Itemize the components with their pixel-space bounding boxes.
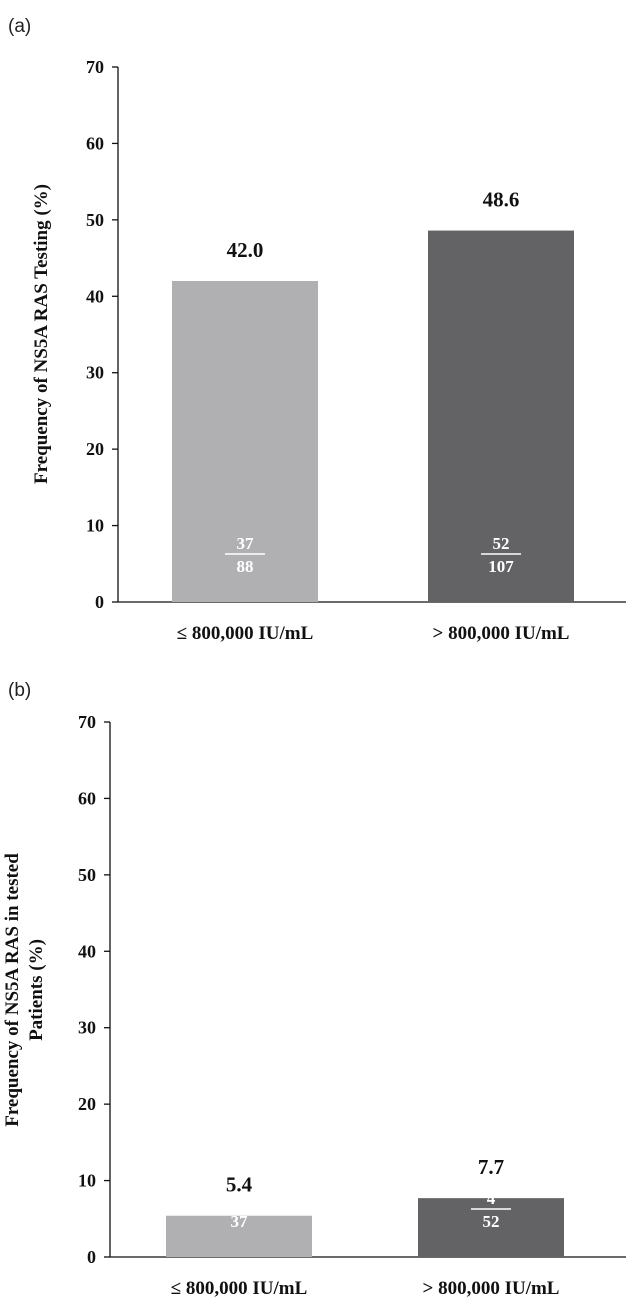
chart1-category-label-1: > 800,000 IU/mL <box>423 1278 560 1299</box>
chart0-category-label-1: > 800,000 IU/mL <box>433 623 570 644</box>
chart0-fraction-denominator-0: 88 <box>237 557 254 576</box>
chart0-y-tick-label: 10 <box>86 516 104 536</box>
chart0-bar-1 <box>428 230 574 603</box>
chart0-value-label-1: 48.6 <box>483 188 520 212</box>
chart1-y-tick-label: 0 <box>87 1247 96 1267</box>
chart0-y-tick-label: 50 <box>86 210 104 230</box>
chart1-y-tick-label: 30 <box>78 1018 96 1038</box>
chart1-bar-0 <box>166 1215 312 1257</box>
chart1-category-label-0: ≤ 800,000 IU/mL <box>171 1278 308 1299</box>
chart0-category-label-0: ≤ 800,000 IU/mL <box>177 623 314 644</box>
chart1-fraction-denominator-0: 37 <box>231 1212 249 1231</box>
chart1-y-tick-label: 10 <box>78 1171 96 1191</box>
chart0-y-tick-label: 40 <box>86 286 104 306</box>
chart1-bar-1 <box>418 1198 564 1257</box>
chart1-y-tick-label: 50 <box>78 865 96 885</box>
chart0-y-tick-label: 20 <box>86 439 104 459</box>
chart1-fraction-denominator-1: 52 <box>483 1212 500 1231</box>
chart0-fraction-numerator-1: 52 <box>493 534 510 553</box>
chart0-bar-0 <box>172 281 318 602</box>
chart0-y-tick-label: 70 <box>86 57 104 77</box>
chart1-y-tick-label: 60 <box>78 788 96 808</box>
chart0-panel-label: (a) <box>8 16 31 37</box>
chart0-fraction-numerator-0: 37 <box>237 534 255 553</box>
chart1-value-label-1: 7.7 <box>478 1155 504 1179</box>
chart0-y-tick-label: 60 <box>86 133 104 153</box>
chart0-y-tick-label: 0 <box>95 592 104 612</box>
chart1-y-tick-label: 40 <box>78 941 96 961</box>
chart0-value-label-0: 42.0 <box>227 238 264 262</box>
chart0-y-axis-label: Frequency of NS5A RAS Testing (%) <box>31 184 52 484</box>
chart1-y-axis-label: Patients (%) <box>26 939 47 1041</box>
chart0-fraction-denominator-1: 107 <box>488 557 514 576</box>
chart1-y-axis-label: Frequency of NS5A RAS in tested <box>2 853 23 1127</box>
chart1-y-tick-label: 70 <box>78 712 96 732</box>
chart1-panel-label: (b) <box>8 680 31 701</box>
chart0-y-tick-label: 30 <box>86 363 104 383</box>
chart1-fraction-numerator-0: 2 <box>235 1189 244 1208</box>
chart1-fraction-numerator-1: 4 <box>487 1189 496 1208</box>
chart1-value-label-0: 5.4 <box>226 1173 253 1197</box>
chart1-y-tick-label: 20 <box>78 1094 96 1114</box>
